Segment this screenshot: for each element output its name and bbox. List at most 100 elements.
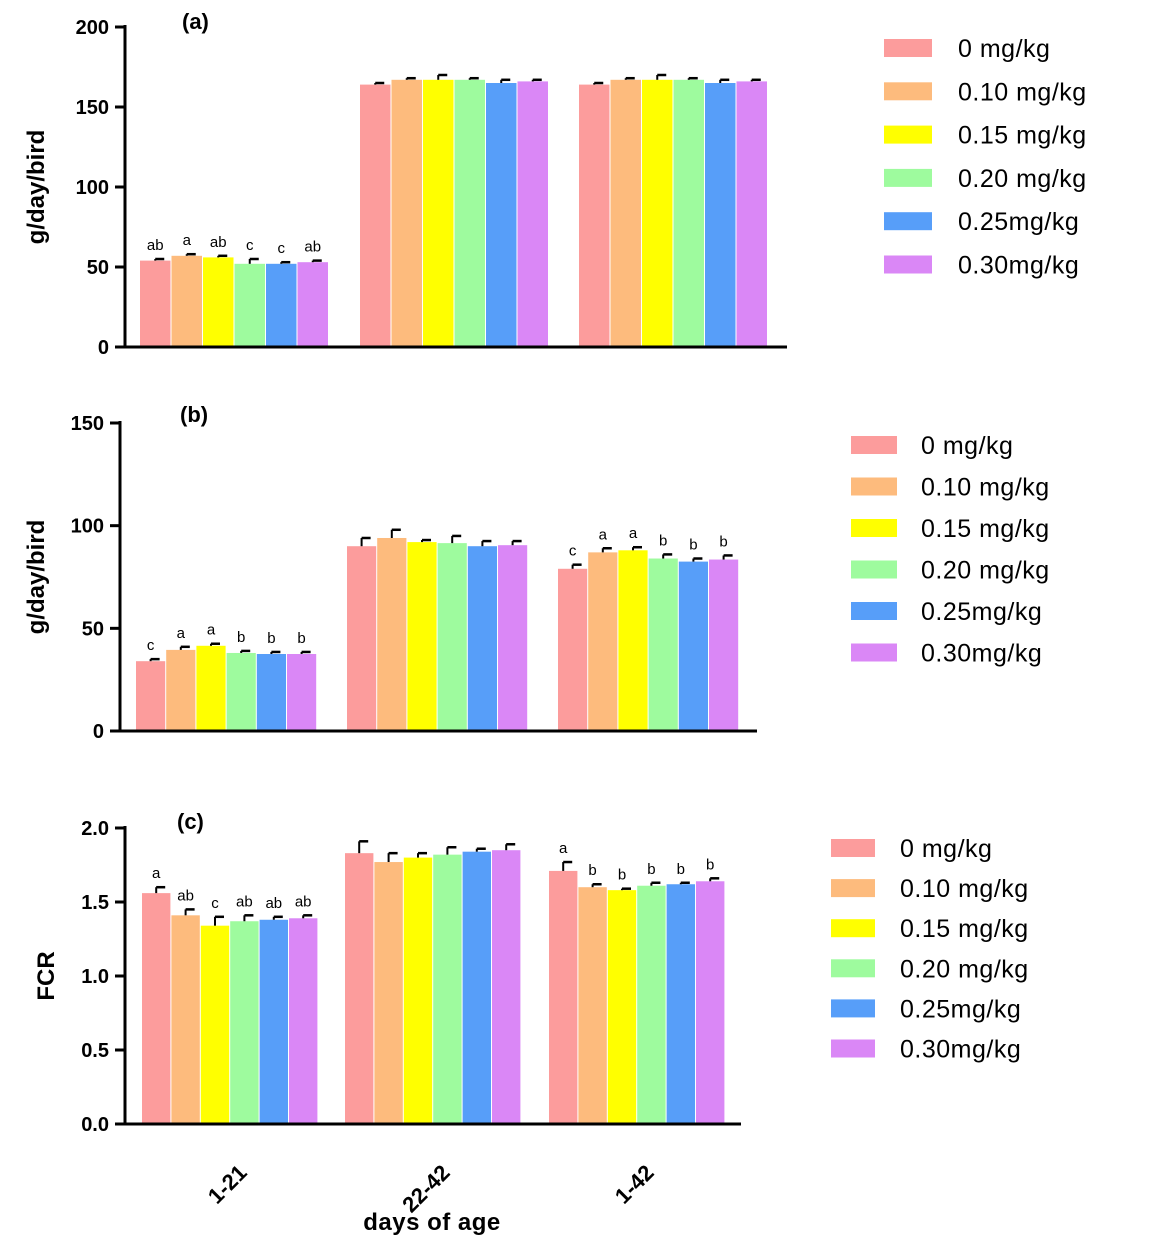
chart2-sig-label-5-2: b (706, 856, 714, 873)
chart1-bar-3-0 (226, 652, 256, 731)
chart1-bar-0-1 (347, 546, 377, 731)
chart1-sig-label-1-0: a (177, 625, 186, 642)
chart0-bar-5-2 (736, 81, 767, 348)
chart0-ytick-label-3: 150 (76, 97, 109, 119)
chart2-sig-label-5-0: ab (295, 893, 312, 910)
chart0-sig-label-2-0: ab (210, 234, 227, 251)
chart2-legend-label-2: 0.15 mg/kg (900, 915, 1029, 943)
chart1-sig-label-3-0: b (237, 629, 245, 646)
chart0-sig-label-0-0: ab (147, 237, 164, 254)
chart1-bar-0-0 (136, 661, 166, 731)
chart2-legend-swatch-5 (831, 1039, 875, 1058)
chart1-sig-label-0-0: c (147, 637, 155, 654)
chart2-bar-0-1 (345, 853, 374, 1124)
chart1-legend-swatch-0 (851, 436, 897, 454)
chart0-bar-4-0 (266, 263, 297, 347)
chart2-sig-label-2-2: b (618, 867, 626, 884)
chart0-sig-label-1-0: a (183, 232, 192, 249)
chart0-ytick-label-2: 100 (76, 177, 109, 199)
chart1-sig-label-0-2: c (569, 543, 577, 560)
chart0-legend-swatch-2 (884, 125, 932, 144)
chart1-bar-5-0 (287, 654, 317, 731)
chart2-bar-4-0 (259, 919, 288, 1124)
chart2-ytick-label-3: 1.5 (81, 892, 109, 914)
chart0-legend-label-4: 0.25mg/kg (958, 208, 1079, 236)
chart1-legend-label-4: 0.25mg/kg (921, 598, 1042, 626)
chart2-legend-swatch-2 (831, 919, 875, 938)
chart2-sig-label-4-2: b (677, 861, 685, 878)
chart1-legend-swatch-2 (851, 519, 897, 537)
chart0-legend-label-0: 0 mg/kg (958, 35, 1050, 63)
chart2-bar-2-1 (403, 857, 433, 1124)
chart2-legend-label-5: 0.30mg/kg (900, 1036, 1021, 1064)
chart1-bar-3-1 (437, 543, 467, 731)
chart2-bar-0-0 (142, 893, 171, 1124)
chart2-bar-5-2 (696, 881, 725, 1124)
chart2-x-category-label-0: 1-21 (203, 1160, 252, 1209)
chart0-ytick-label-0: 0 (98, 337, 109, 359)
chart2-ytick-label-0: 0.0 (81, 1114, 109, 1136)
chart1-sig-label-1-2: a (599, 526, 608, 543)
chart2-bar-1-1 (374, 862, 403, 1124)
chart2-bar-2-0 (200, 925, 230, 1124)
chart1-sig-label-5-0: b (297, 630, 305, 647)
chart2-sig-label-3-0: ab (236, 893, 253, 910)
chart1-legend-swatch-4 (851, 602, 897, 620)
chart0-bar-1-1 (391, 79, 422, 348)
chart0-bar-3-0 (234, 263, 265, 347)
chart2-bar-5-0 (289, 918, 318, 1124)
chart0-sig-label-4-0: c (278, 240, 286, 257)
chart0-sig-label-3-0: c (246, 237, 254, 254)
chart0-bar-3-2 (673, 79, 704, 348)
chart2-legend-label-1: 0.10 mg/kg (900, 875, 1029, 903)
chart2-legend-label-3: 0.20 mg/kg (900, 955, 1029, 983)
chart2-title: (c) (177, 809, 204, 834)
chart1-bar-4-2 (678, 561, 708, 731)
chart2-sig-label-1-2: b (588, 862, 596, 879)
chart0-bar-0-1 (360, 84, 391, 347)
chart1-bar-1-2 (588, 552, 618, 731)
chart2-sig-label-0-2: a (559, 840, 568, 857)
chart2-legend-label-0: 0 mg/kg (900, 835, 992, 863)
chart1-legend-label-1: 0.10 mg/kg (921, 474, 1050, 502)
chart2-legend-swatch-4 (831, 999, 875, 1018)
chart2-ytick-label-2: 1.0 (81, 966, 109, 988)
chart0-bar-2-1 (423, 79, 454, 348)
chart0-legend-label-1: 0.10 mg/kg (958, 78, 1087, 106)
chart2-x-axis-label: days of age (363, 1209, 501, 1236)
chart2-legend-label-4: 0.25mg/kg (900, 995, 1021, 1023)
chart2-sig-label-2-0: c (211, 895, 219, 912)
chart0-bar-4-2 (705, 83, 736, 347)
chart2-sig-label-1-0: ab (177, 887, 194, 904)
chart2-bar-2-2 (607, 890, 637, 1124)
chart2-sig-label-4-0: ab (265, 895, 282, 912)
chart1-legend-label-3: 0.20 mg/kg (921, 557, 1050, 585)
chart1-bar-1-0 (166, 649, 196, 731)
chart1-sig-label-2-2: a (629, 525, 638, 542)
chart0-sig-label-5-0: ab (304, 239, 321, 256)
chart2-legend-swatch-1 (831, 879, 875, 898)
chart0-y-axis-label: g/day/bird (23, 130, 50, 245)
chart0-ytick-label-1: 50 (87, 257, 109, 279)
chart2-x-category-label-2: 1-42 (610, 1160, 659, 1209)
chart1-bar-3-2 (648, 558, 678, 731)
chart1-sig-label-4-2: b (689, 537, 697, 554)
chart1-ytick-label-1: 50 (82, 618, 104, 640)
chart1-ytick-label-0: 0 (93, 721, 104, 743)
chart1-bar-5-1 (498, 545, 528, 731)
chart2-bar-4-1 (462, 851, 491, 1124)
chart0-bar-0-2 (579, 84, 610, 347)
chart1-sig-label-4-0: b (267, 630, 275, 647)
chart2-y-axis-label: FCR (33, 951, 60, 1000)
chart0-bar-5-1 (517, 81, 548, 348)
chart1-ytick-label-2: 100 (71, 516, 104, 538)
chart1-sig-label-2-0: a (207, 622, 216, 639)
chart2-sig-label-0-0: a (152, 865, 161, 882)
chart2-bar-0-2 (549, 870, 578, 1124)
chart2-bar-3-0 (230, 921, 259, 1124)
chart2-legend-swatch-0 (831, 839, 875, 857)
chart0-legend-swatch-5 (884, 255, 932, 274)
chart1-sig-label-3-2: b (659, 532, 667, 549)
chart0-bar-2-0 (203, 257, 234, 347)
